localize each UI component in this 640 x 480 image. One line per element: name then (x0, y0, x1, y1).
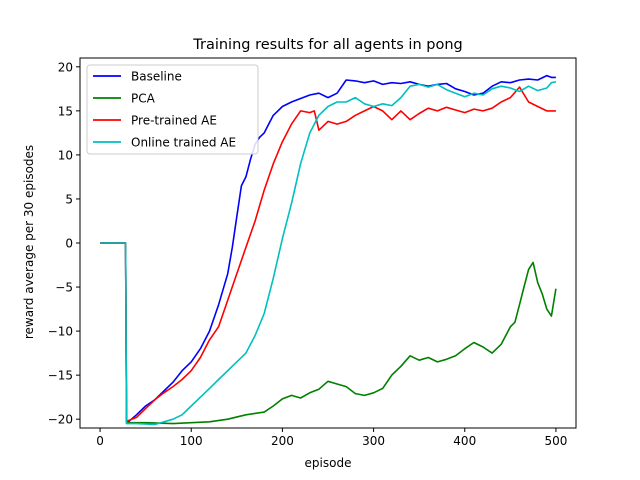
legend-label: PCA (131, 92, 156, 106)
y-axis-label: reward average per 30 episodes (22, 145, 36, 339)
y-tick-label: −20 (48, 413, 73, 427)
legend: Baseline PCA Pre-trained AE Online trained … (86, 64, 259, 155)
y-tick-label: 20 (58, 60, 73, 74)
series-line-pca (100, 242, 557, 425)
legend-box (86, 64, 259, 155)
legend-label: Pre-trained AE (131, 114, 217, 128)
x-tick-label: 100 (180, 434, 203, 448)
x-tick-label: 500 (544, 434, 567, 448)
axis-ticks: 0 100 200 300 400 500 −20 −15 −10 −5 0 5 10 15 20 (48, 60, 568, 448)
plot-frame (79, 57, 577, 429)
x-tick-label: 0 (96, 434, 104, 448)
y-tick-label: −15 (48, 369, 73, 383)
y-axis-label-group: reward average per 30 episodes (22, 145, 36, 339)
y-tick-label: −10 (48, 325, 73, 339)
series-line-online-trained-ae (100, 81, 557, 426)
y-tick-label: 5 (65, 192, 73, 206)
series-line-pre-trained-ae (100, 86, 556, 422)
plot-area (100, 74, 557, 426)
x-tick-label: 300 (362, 434, 385, 448)
chart-title: Training results for all agents in pong (192, 37, 462, 53)
x-tick-label: 200 (271, 434, 294, 448)
x-tick-label: 400 (453, 434, 476, 448)
legend-label: Baseline (131, 70, 182, 84)
y-tick-label: 15 (58, 104, 73, 118)
y-tick-label: 0 (65, 237, 73, 251)
y-tick-label: 10 (58, 148, 73, 162)
x-axis-label: episode (305, 456, 352, 470)
y-tick-label: −5 (55, 281, 73, 295)
legend-label: Online trained AE (131, 136, 236, 150)
